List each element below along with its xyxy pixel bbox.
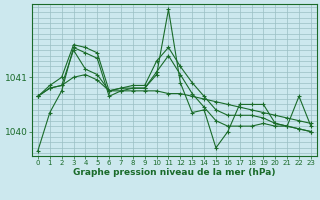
X-axis label: Graphe pression niveau de la mer (hPa): Graphe pression niveau de la mer (hPa) [73, 168, 276, 177]
